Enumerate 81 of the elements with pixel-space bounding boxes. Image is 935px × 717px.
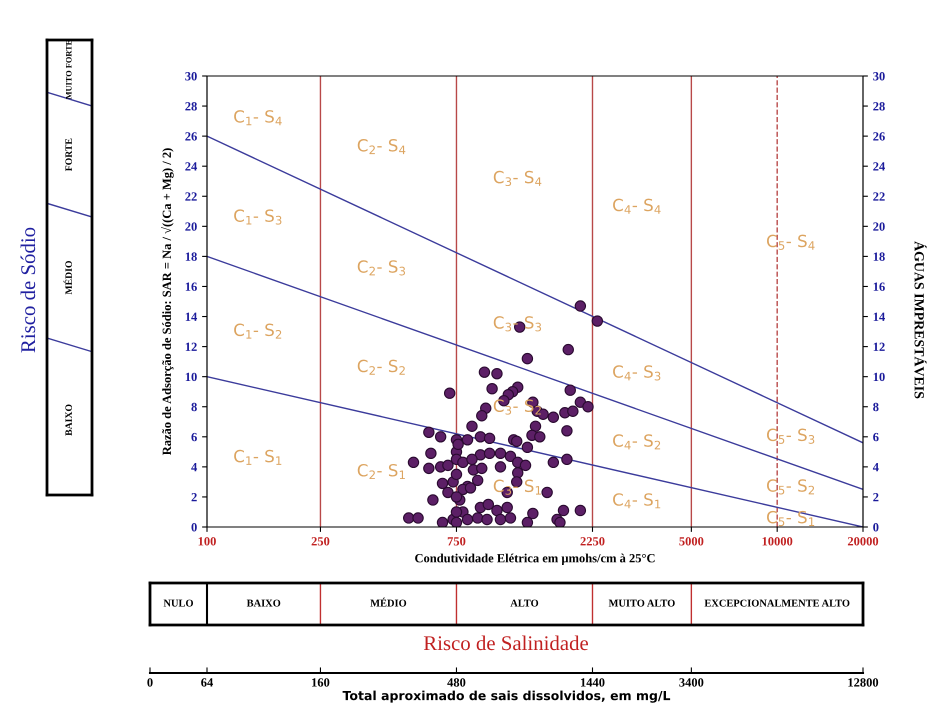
annotation: C$_{5}$- S$_{4}$ <box>767 234 815 250</box>
x-tick-label: 250 <box>312 537 330 546</box>
y-tick-label: 22 <box>185 192 197 201</box>
y2-tick-label: 4 <box>872 462 879 472</box>
annotation: C$_{1}$- S$_{3}$ <box>234 209 282 225</box>
x-tick-label: 5000 <box>679 537 704 546</box>
text: 160 <box>312 678 330 687</box>
y2-tick-label: 0 <box>873 523 878 532</box>
y2-tick-label: 20 <box>873 222 885 231</box>
annotation: C$_{1}$- S$_{1}$ <box>234 450 282 465</box>
y-tick-label: 12 <box>186 342 197 351</box>
annotation: C$_{5}$- S$_{2}$ <box>767 479 814 495</box>
annotation: C$_{1}$- S$_{4}$ <box>234 110 282 126</box>
y-tick-label: 30 <box>185 72 197 80</box>
x-tick-label: 10000 <box>762 537 792 546</box>
x-tick-label: 20000 <box>848 537 878 546</box>
annotation: C$_{4}$- S$_{2}$ <box>613 434 660 450</box>
y-tick-label: 24 <box>185 162 198 171</box>
y2-tick-label: 2 <box>873 492 878 502</box>
y-axis-title: Razão de Adsorção de Sódio: SAR = Na / √((Ca + Mg) / 2) <box>161 148 174 456</box>
annotation: C$_{2}$- S$_{4}$ <box>358 138 406 154</box>
text: MUITO FORTE <box>66 40 72 100</box>
text: MÉDIO <box>370 598 406 607</box>
y-tick-label: 6 <box>191 432 197 442</box>
annotation: C$_{2}$- S$_{2}$ <box>358 360 405 375</box>
y2-tick-label: 16 <box>874 282 885 291</box>
y-tick-label: 20 <box>185 222 197 231</box>
y2-tick-label: 10 <box>874 372 885 382</box>
text: Risco de Salinidade <box>424 636 588 650</box>
y2-tick-label: 6 <box>873 432 879 442</box>
text: MUITO ALTO <box>608 600 675 607</box>
y2-tick-label: 24 <box>873 162 885 171</box>
y-tick-label: 8 <box>191 402 197 412</box>
text: 3400 <box>679 678 704 687</box>
text: BAIXO <box>246 600 280 607</box>
y-tick-label: 18 <box>186 252 197 261</box>
text: Risco de Sódio <box>20 228 36 352</box>
y2-tick-label: 26 <box>873 132 885 141</box>
text: EXCEPCIONALMENTE ALTO <box>704 600 850 607</box>
text: ALTO <box>510 600 538 607</box>
x-tick-label: 100 <box>198 537 216 546</box>
text: 12800 <box>848 678 878 687</box>
text: MÉDIO <box>64 260 72 294</box>
text: NULO <box>164 600 194 607</box>
y-tick-label: 10 <box>186 372 197 382</box>
annotation: C$_{3}$- S$_{3}$ <box>494 316 542 332</box>
y2-tick-label: 22 <box>873 192 885 201</box>
y2-tick-label: 8 <box>873 402 879 412</box>
y2-tick-label: 28 <box>873 102 885 111</box>
annotation: C$_{4}$- S$_{4}$ <box>613 198 661 214</box>
annotation: C$_{3}$- S$_{1}$ <box>494 480 541 495</box>
annotation: C$_{5}$- S$_{1}$ <box>767 510 814 526</box>
text: ÁGUAS IMPRESTÁVEIS <box>914 241 927 398</box>
text: 1440 <box>580 678 605 687</box>
annotation: C$_{1}$- S$_{2}$ <box>234 324 282 339</box>
annotation: C$_{4}$- S$_{1}$ <box>613 493 660 508</box>
y2-tick-label: 14 <box>874 312 885 321</box>
text: 0 <box>147 678 153 687</box>
annotation: C$_{2}$- S$_{3}$ <box>358 260 406 276</box>
y2-tick-label: 18 <box>874 252 885 261</box>
annotation: C$_{5}$- S$_{3}$ <box>767 428 814 444</box>
y-tick-label: 2 <box>192 492 197 502</box>
x-axis-title: Condutividade Elétrica em µmohs/cm à 25°C <box>415 554 655 565</box>
y-tick-label: 26 <box>185 132 197 141</box>
text: 480 <box>447 678 466 687</box>
y-tick-label: 14 <box>186 312 198 321</box>
y2-tick-label: 30 <box>873 72 885 80</box>
y-tick-label: 4 <box>191 462 198 472</box>
y-tick-label: 28 <box>185 102 197 111</box>
text: 64 <box>201 678 214 687</box>
x-tick-label: 2250 <box>580 537 605 546</box>
y2-tick-label: 12 <box>874 342 885 351</box>
annotation: C$_{2}$- S$_{1}$ <box>358 464 405 480</box>
y-tick-label: 16 <box>186 282 197 291</box>
y-tick-label: 0 <box>192 523 197 532</box>
annotation: C$_{3}$- S$_{4}$ <box>494 170 542 186</box>
text: FORTE <box>65 138 72 172</box>
text: Total aproximado de sais dissolvidos, em mg/L <box>342 690 670 703</box>
annotation: C$_{4}$- S$_{3}$ <box>613 365 660 381</box>
text: BAIXO <box>65 404 72 436</box>
x-tick-label: 750 <box>448 537 466 546</box>
